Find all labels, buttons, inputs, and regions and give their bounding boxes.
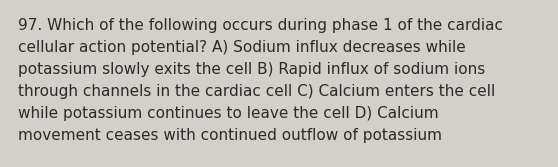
Text: potassium slowly exits the cell B) Rapid influx of sodium ions: potassium slowly exits the cell B) Rapid…	[18, 62, 485, 77]
Text: movement ceases with continued outflow of potassium: movement ceases with continued outflow o…	[18, 128, 442, 143]
Text: cellular action potential? A) Sodium influx decreases while: cellular action potential? A) Sodium inf…	[18, 40, 466, 55]
Text: through channels in the cardiac cell C) Calcium enters the cell: through channels in the cardiac cell C) …	[18, 84, 496, 99]
Text: while potassium continues to leave the cell D) Calcium: while potassium continues to leave the c…	[18, 106, 439, 121]
Text: 97. Which of the following occurs during phase 1 of the cardiac: 97. Which of the following occurs during…	[18, 18, 503, 33]
